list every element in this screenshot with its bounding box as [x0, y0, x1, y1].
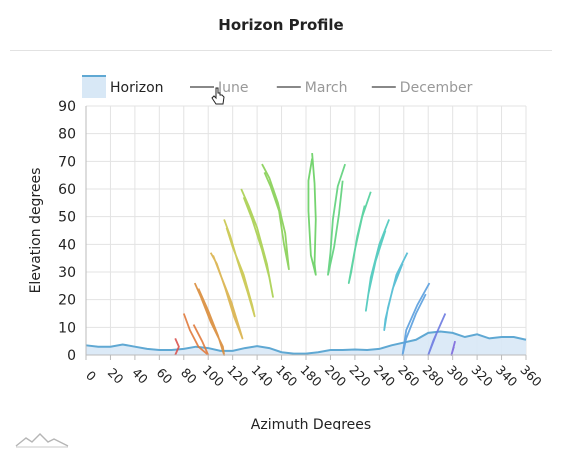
- y-tick-label: 60: [58, 182, 76, 198]
- x-tick-label: 280: [420, 362, 448, 390]
- horizon-series: [85, 330, 527, 355]
- legend-label: March: [305, 80, 348, 96]
- x-tick-label: 80: [178, 365, 200, 387]
- legend-label: June: [217, 80, 249, 96]
- x-tick-label: 60: [154, 365, 176, 387]
- sun-path-8: [327, 163, 346, 276]
- y-tick-label: 20: [58, 293, 76, 309]
- sun-path-9: [347, 191, 372, 284]
- y-tick-label: 70: [58, 154, 76, 170]
- sun-path-3: [209, 252, 244, 340]
- x-tick-label: 360: [517, 362, 545, 390]
- horizon-chart: Horizon June March December 0 10 20 30 40 50 60 70…: [28, 75, 545, 430]
- sun-path-6: [261, 163, 290, 271]
- sun-path-5: [240, 188, 274, 298]
- hand-cursor-icon: [211, 87, 225, 105]
- sun-path-2: [193, 282, 226, 356]
- horizon-area-fill: [86, 331, 526, 355]
- y-tick-label: 40: [58, 237, 76, 253]
- y-tick-label: 0: [67, 348, 76, 364]
- x-tick-label: 20: [105, 365, 127, 387]
- y-tick-label: 90: [58, 99, 76, 115]
- y-tick-label: 80: [58, 127, 76, 143]
- sun-path-1: [182, 313, 210, 356]
- y-tick-label: 50: [58, 210, 76, 226]
- sun-path-0: [174, 338, 180, 356]
- legend-label: Horizon: [110, 80, 164, 96]
- sun-path-7: [307, 152, 317, 276]
- x-tick-label: 40: [129, 365, 151, 387]
- mountain-logo-icon: [15, 433, 69, 448]
- legend-label: December: [400, 80, 473, 96]
- legend-swatch-area: [82, 76, 106, 98]
- legend-item-march[interactable]: March: [276, 80, 348, 96]
- x-tick-label: 220: [346, 362, 374, 390]
- legend-item-horizon[interactable]: Horizon: [82, 75, 164, 98]
- x-tick-label: 180: [297, 362, 325, 390]
- x-tick-label: 120: [224, 362, 252, 390]
- x-tick-label: 340: [493, 362, 521, 390]
- sun-path-4: [223, 219, 256, 318]
- y-tick-label: 30: [58, 265, 76, 281]
- x-tick-label: 0: [83, 368, 99, 384]
- sun-path-11: [383, 252, 409, 331]
- legend-item-june[interactable]: June: [190, 80, 249, 96]
- x-tick-label: 200: [322, 362, 350, 390]
- hand-cursor-shape: [211, 87, 225, 105]
- x-tick-label: 320: [469, 362, 497, 390]
- sun-path-series: [174, 152, 456, 356]
- sun-path-10: [364, 219, 390, 312]
- x-tick-label: 100: [200, 362, 228, 390]
- title-divider: [10, 50, 552, 51]
- x-tick-label: 240: [371, 362, 399, 390]
- x-tick-label: 300: [444, 362, 472, 390]
- horizon-line: [85, 330, 527, 355]
- chart-legend: Horizon June March December: [82, 75, 473, 105]
- x-axis-label: Azimuth Degrees: [251, 417, 371, 430]
- chart-title: Horizon Profile: [218, 16, 344, 34]
- legend-item-december[interactable]: December: [371, 80, 473, 96]
- y-axis-label: Elevation degrees: [28, 168, 44, 294]
- y-tick-label: 10: [58, 320, 76, 336]
- chart-grid: [85, 105, 527, 356]
- x-tick-label: 260: [395, 362, 423, 390]
- x-tick-label: 160: [273, 362, 301, 390]
- x-tick-label: 140: [249, 362, 277, 390]
